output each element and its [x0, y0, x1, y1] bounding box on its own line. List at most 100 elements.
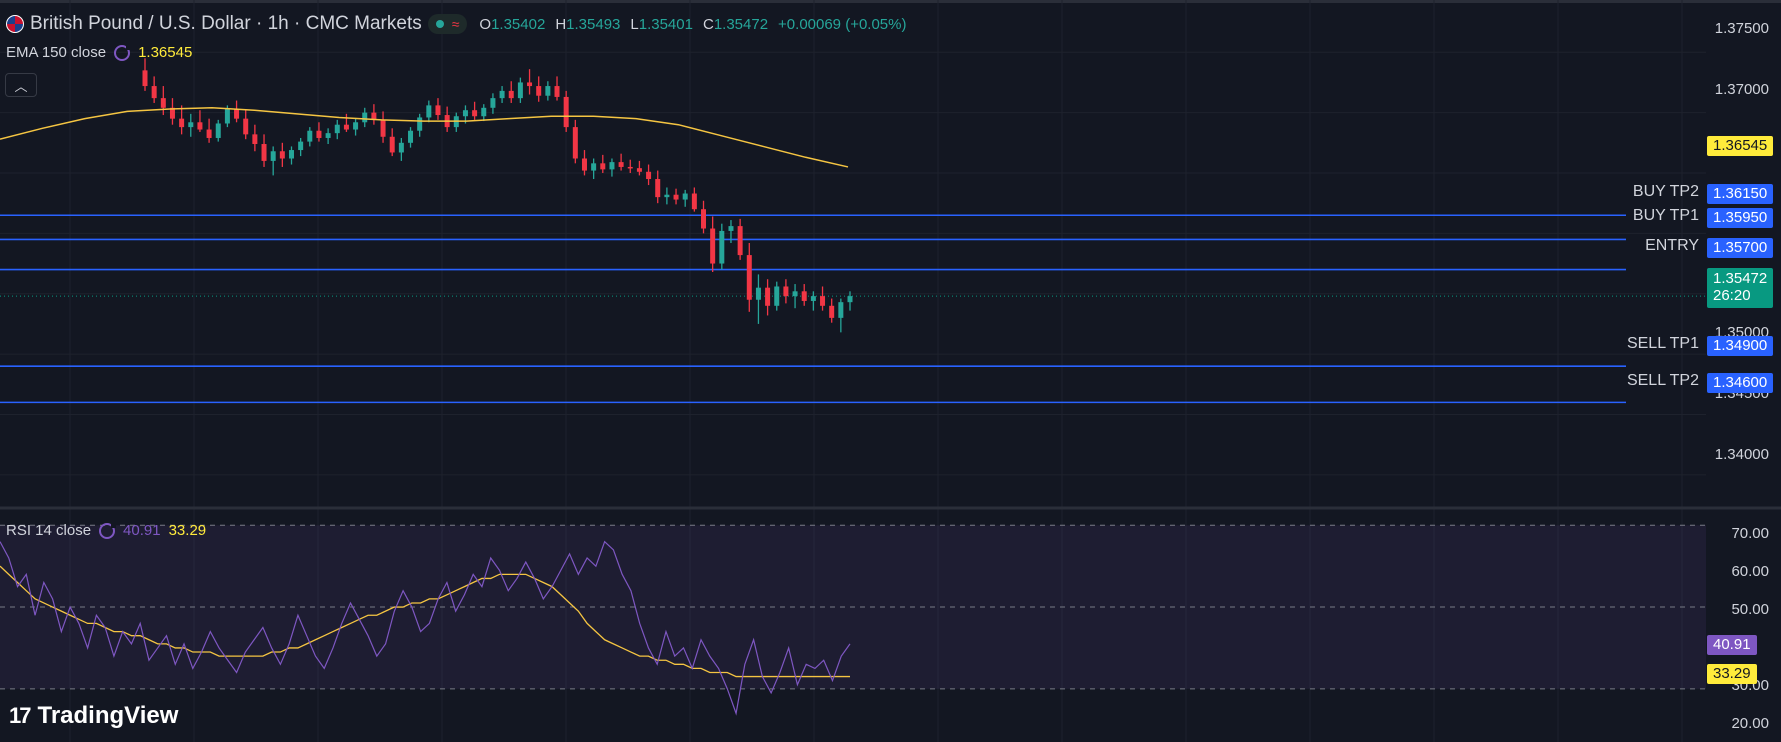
candle-body — [664, 194, 670, 198]
rsi-ma-line — [0, 565, 850, 678]
candle-body — [243, 118, 249, 135]
last-price-tag: 1.35472 26:20 — [1707, 268, 1774, 308]
candle-body — [426, 105, 432, 118]
candle-body — [545, 86, 551, 96]
price-axis-label: 1.37000 — [1714, 81, 1769, 98]
ohlc-high-key: H — [555, 15, 567, 33]
candle-body — [279, 151, 285, 159]
level-label-entry: ENTRY — [1645, 237, 1699, 254]
candle-body — [701, 209, 707, 229]
ema-legend[interactable]: EMA 150 close 1.36545 — [6, 44, 192, 61]
candle-body — [627, 166, 633, 169]
candle-body — [380, 119, 386, 137]
candle-body — [673, 194, 679, 200]
candle-body — [820, 296, 826, 306]
rsi-ma-value: 33.29 — [168, 522, 207, 539]
candle-body — [838, 302, 844, 318]
candle-body — [343, 124, 349, 130]
ema-line — [0, 107, 849, 168]
level-label-sell-tp2: SELL TP2 — [1626, 372, 1699, 389]
symbol-title[interactable]: British Pound / U.S. Dollar · 1h · CMC M… — [30, 13, 422, 34]
candle-body — [371, 112, 377, 120]
candle-body — [609, 162, 615, 170]
rsi-axis-label: 50.00 — [1731, 601, 1769, 618]
ema-price-tag: 1.36545 — [1707, 136, 1774, 156]
candle-body — [206, 129, 212, 138]
candle-body — [536, 86, 542, 96]
candle-body — [234, 109, 240, 119]
candle-body — [490, 98, 496, 108]
ohlc-low-value: 1.35401 — [638, 15, 693, 33]
tradingview-mark-icon: 17 — [9, 703, 32, 728]
market-status-pill[interactable]: ≈ — [427, 14, 468, 34]
ohlc-open-value: 1.35402 — [491, 15, 546, 33]
candle-body — [472, 110, 478, 117]
market-open-dot-icon — [435, 20, 444, 28]
candle-body — [737, 226, 743, 256]
candle-body — [554, 86, 560, 97]
candle-body — [682, 193, 688, 200]
candle-body — [499, 90, 505, 99]
candle-body — [353, 122, 359, 130]
ema-value: 1.36545 — [138, 44, 193, 61]
candle-body — [408, 130, 414, 143]
candle-body — [783, 286, 789, 297]
ema-settings-icon[interactable] — [114, 44, 132, 61]
rsi-label: RSI 14 close — [6, 522, 92, 539]
collapse-legend-button[interactable]: ︿ — [5, 73, 37, 97]
candle-body — [691, 193, 697, 210]
candle-body — [655, 179, 661, 198]
rsi-legend[interactable]: RSI 14 close 40.91 33.29 — [6, 522, 206, 539]
candle-body — [224, 109, 230, 124]
level-label-buy-tp2: BUY TP2 — [1632, 183, 1699, 200]
last-price-value: 1.35472 — [1713, 270, 1768, 287]
rsi-ma-value-tag: 33.29 — [1707, 664, 1757, 684]
rsi-line — [0, 540, 851, 716]
candle-body — [252, 134, 258, 145]
candle-body — [810, 296, 816, 301]
candle-body — [646, 171, 652, 180]
candle-body — [755, 287, 761, 300]
rsi-settings-icon[interactable] — [99, 522, 117, 539]
candle-body — [435, 105, 441, 116]
sell-tp1-price-tag: 1.34900 — [1707, 336, 1774, 356]
ohlc-close-value: 1.35472 — [713, 15, 769, 33]
candle-body — [517, 82, 523, 99]
candle-body — [774, 286, 780, 306]
ohlc-high-value: 1.35493 — [566, 15, 621, 33]
candle-body — [765, 287, 771, 306]
tradingview-logo[interactable]: 17 TradingView — [9, 702, 178, 730]
candle-body — [197, 122, 203, 130]
sell-tp2-price-tag: 1.34600 — [1707, 373, 1774, 393]
candle-body — [847, 296, 853, 303]
level-label-sell-tp1: SELL TP1 — [1626, 335, 1699, 352]
bar-countdown: 26:20 — [1713, 287, 1751, 304]
price-axis-label: 1.37500 — [1714, 20, 1769, 37]
wave-icon: ≈ — [451, 16, 460, 32]
candle-body — [563, 96, 569, 128]
candle-body — [270, 151, 276, 161]
ohlc-values: O1.35402 H1.35493 L1.35401 C1.35472 +0.0… — [479, 16, 906, 33]
candle-body — [618, 162, 624, 167]
candle-body — [160, 98, 166, 108]
chevron-up-icon: ︿ — [14, 78, 28, 94]
candle-body — [398, 142, 404, 153]
level-label-buy-tp1: BUY TP1 — [1632, 207, 1699, 224]
candle-body — [316, 130, 322, 138]
entry-price-tag: 1.35700 — [1707, 238, 1774, 258]
candle-body — [307, 130, 313, 142]
ohlc-close-key: C — [702, 15, 714, 33]
buy-tp2-price-tag: 1.36150 — [1707, 184, 1774, 204]
candle-body — [710, 228, 716, 264]
candle-body — [288, 150, 294, 159]
candle-body — [600, 163, 606, 170]
tradingview-wordmark: TradingView — [37, 702, 179, 729]
top-border — [0, 0, 1781, 3]
candle-body — [728, 226, 734, 231]
candle-body — [801, 291, 807, 301]
candle-body — [261, 144, 267, 161]
candle-body — [142, 70, 148, 87]
candle-body — [572, 127, 578, 159]
candle-body — [215, 123, 221, 138]
